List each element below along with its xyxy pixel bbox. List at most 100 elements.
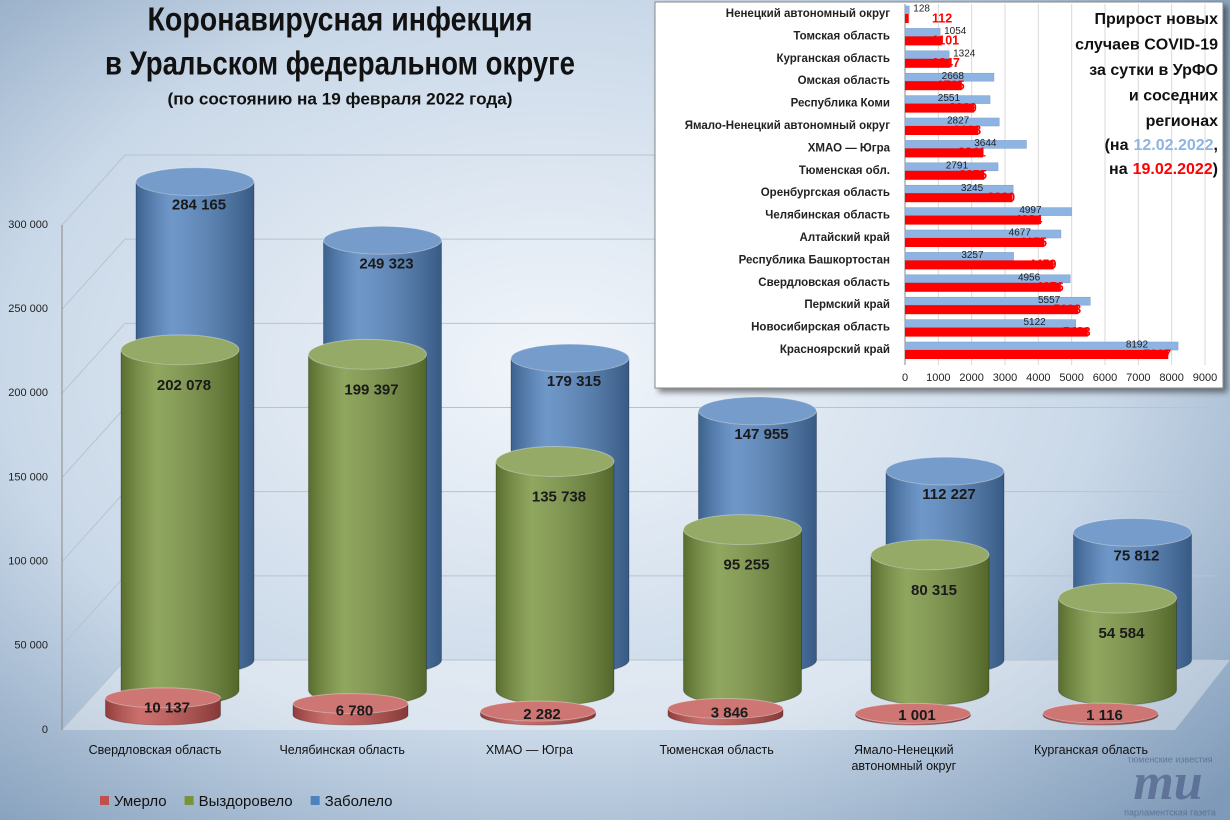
value-label: 95 255 [724,557,770,574]
x-tick-label: 9000 [1193,372,1217,384]
bar [905,103,974,113]
bar-top [480,700,596,722]
bar-top [683,514,802,546]
y-tick-label: Республика Коми [791,98,890,110]
x-tick-label: 4000 [1026,372,1050,384]
value-label: 10 137 [144,699,190,716]
y-tick-label: Томская область [793,30,890,42]
value-label: 80 315 [911,582,957,599]
chart-title: случаев COVID-19 [1075,37,1218,54]
bar-top [855,702,971,724]
value-label: 135 738 [532,488,586,505]
bar-top-light [121,334,239,365]
bar [905,36,942,46]
x-tick-label: Тюменская область [659,743,774,757]
bar [905,170,985,180]
bar [905,58,950,68]
bar-top-light [1073,518,1192,547]
bar-top-light [136,167,254,196]
value-label: 7897 [1143,347,1171,361]
bar-top-light [511,344,629,373]
y-tick-label: Омская область [798,75,890,87]
bar [905,260,1054,270]
y-tick-label: Оренбургская область [761,187,890,199]
y-tick-label: Свердловская область [758,277,890,289]
y-tick-label: 300 000 [8,219,48,231]
value-label: 249 323 [359,255,413,272]
bar-shade [496,461,614,705]
bar [905,148,984,158]
legend-text: (на [1105,137,1129,154]
legend-text: , [1214,137,1218,154]
bar-top-light [698,396,817,425]
bar-top-light [323,226,442,255]
value-label: 2069 [949,101,977,115]
chart-title: Коронавирусная инфекция [148,1,533,38]
logo: тюменские известия ти парламентская газе… [1124,754,1216,817]
x-tick-label: 1000 [926,372,950,384]
y-tick-label: 50 000 [14,640,48,652]
chart-title: регионах [1146,113,1219,130]
x-tick-label: Челябинская область [279,743,405,757]
bar [905,81,962,91]
bar-top [1058,582,1177,614]
value-label: 2 282 [523,706,561,723]
bar [905,305,1079,315]
value-label: 4034 [1014,213,1042,227]
legend-label: 19.02.2022 [1133,161,1213,178]
bar-shade [1043,713,1158,725]
value-label: 3220 [987,190,1015,204]
bar-shade [1058,598,1177,706]
value-label: 4997 [1019,205,1042,216]
chart-title: в Уральском федеральном округе [105,45,575,82]
x-tick-label: ХМАО — Югра [485,743,573,757]
bar-top [885,456,1005,486]
value-label: 4677 [1009,228,1032,239]
bar [905,350,1169,359]
bar-top [308,338,427,370]
bar [905,327,1088,337]
legend-label: Заболело [325,793,393,810]
bar-shade [668,708,783,725]
bar-top-light [293,693,408,714]
bar-top-light [683,514,802,545]
bar-top-light [668,698,783,719]
legend-swatch [100,796,109,805]
bar-top [1042,702,1159,724]
value-label: 1324 [953,48,976,59]
value-label: 128 [913,4,930,15]
bar-top [1073,517,1192,547]
value-label: 1347 [932,56,960,70]
x-tick-label: 8000 [1159,372,1183,384]
legend-text: на [1109,161,1128,178]
chart-title: за сутки в УрФО [1089,62,1218,79]
bar-top-light [1058,583,1177,614]
value-label: 199 397 [344,381,398,398]
bar [905,193,1013,203]
value-label: 1 001 [898,707,936,724]
bar-top [495,446,615,478]
value-label: 112 227 [922,486,975,503]
bar-top [510,343,630,373]
x-tick-label: Ямало-Ненецкий автономный округ [851,743,957,773]
bar-top [292,693,409,715]
value-label: 1101 [932,34,959,48]
value-label: 1705 [937,78,965,92]
y-tick-label: 100 000 [8,556,48,568]
y-tick-label: Алтайский край [800,232,890,244]
bar-shade [308,354,427,706]
x-tick-label: 3000 [993,372,1017,384]
y-tick-label: 150 000 [8,471,48,483]
bar [904,252,1014,261]
logo-top: тюменские известия [1127,754,1212,764]
bar [904,319,1076,328]
value-label: 3245 [961,183,984,194]
bar [905,215,1040,225]
value-label: 2791 [946,160,969,171]
y-tick-label: 200 000 [8,387,48,399]
bar-top [135,167,255,197]
value-label: 2198 [953,123,981,137]
value-label: 1054 [944,26,967,37]
bar-shade [121,349,239,705]
